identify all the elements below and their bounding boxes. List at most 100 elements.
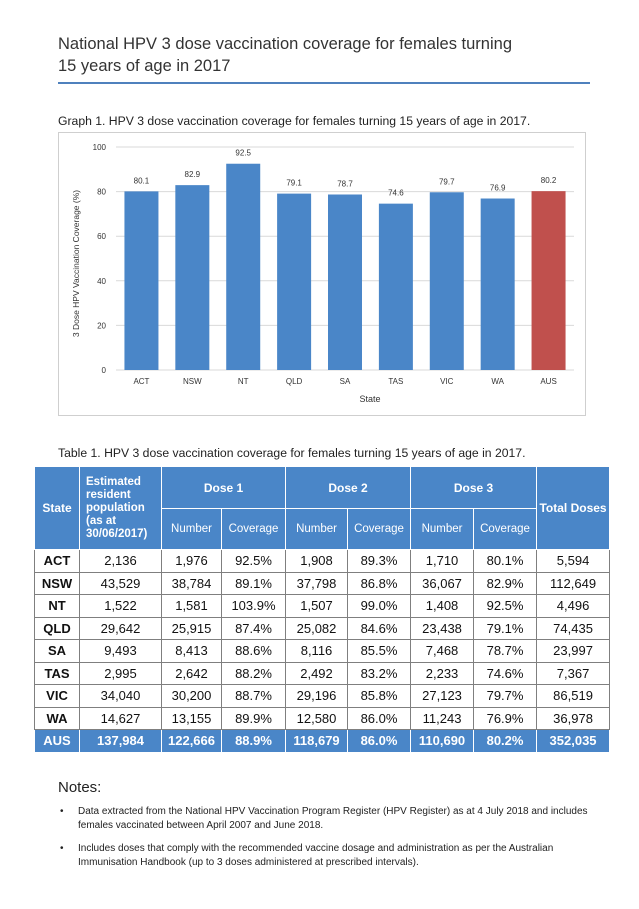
graph-caption: Graph 1. HPV 3 dose vaccination coverage…	[58, 114, 531, 128]
notes-list: • Data extracted from the National HPV V…	[58, 805, 598, 879]
cell-dose2-number: 1,507	[285, 594, 349, 618]
bullet-icon: •	[60, 843, 64, 854]
header-state: State	[34, 466, 80, 550]
cell-dose2-number: 12,580	[285, 706, 349, 730]
x-tick-label: ACT	[133, 377, 149, 386]
data-label: 92.5	[235, 149, 251, 158]
cell-total-doses: 4,496	[536, 594, 611, 618]
y-tick-label: 60	[97, 232, 106, 241]
cell-dose1-coverage: 89.1%	[220, 571, 287, 595]
cell-dose3-coverage: 76.9%	[473, 706, 538, 730]
cell-dose2-coverage: 89.3%	[347, 549, 412, 573]
cell-dose3-number: 7,468	[410, 639, 475, 663]
cell-state: NT	[34, 594, 80, 618]
page-title-line-2: 15 years of age in 2017	[58, 57, 231, 75]
cell-dose2-coverage: 86.0%	[347, 729, 412, 753]
cell-dose2-number: 29,196	[285, 684, 349, 708]
cell-dose2-coverage: 85.8%	[347, 684, 412, 708]
y-tick-label: 0	[102, 366, 107, 375]
cell-dose3-number: 36,067	[410, 571, 475, 595]
cell-state: ACT	[34, 549, 80, 573]
cell-dose3-number: 23,438	[410, 616, 475, 640]
cell-dose3-coverage: 80.1%	[473, 549, 538, 573]
cell-population: 14,627	[79, 706, 162, 730]
cell-state: TAS	[34, 661, 80, 685]
bullet-icon: •	[60, 806, 64, 817]
cell-dose2-coverage: 86.8%	[347, 571, 412, 595]
table-caption: Table 1. HPV 3 dose vaccination coverage…	[58, 446, 526, 460]
table-row: NSW 43,529 38,784 89.1% 37,798 86.8% 36,…	[34, 571, 611, 595]
data-label: 82.9	[185, 170, 201, 179]
cell-dose1-number: 8,413	[161, 639, 222, 663]
table-row: ACT 2,136 1,976 92.5% 1,908 89.3% 1,710 …	[34, 549, 611, 573]
cell-dose1-number: 1,581	[161, 594, 222, 618]
note-item: • Data extracted from the National HPV V…	[58, 805, 598, 832]
cell-state: QLD	[34, 616, 80, 640]
cell-population: 34,040	[79, 684, 162, 708]
x-tick-label: WA	[491, 377, 504, 386]
cell-population: 137,984	[79, 729, 162, 753]
cell-dose3-coverage: 74.6%	[473, 661, 538, 685]
bar-nt	[226, 163, 261, 370]
cell-dose1-coverage: 88.2%	[220, 661, 287, 685]
header-dose-3-number: Number	[410, 508, 475, 550]
x-tick-label: NT	[238, 377, 249, 386]
cell-dose1-number: 30,200	[161, 684, 222, 708]
cell-state: WA	[34, 706, 80, 730]
cell-dose2-coverage: 99.0%	[347, 594, 412, 618]
bar-qld	[277, 193, 312, 370]
table-row: VIC 34,040 30,200 88.7% 29,196 85.8% 27,…	[34, 684, 611, 708]
bar-aus	[531, 191, 566, 370]
cell-population: 29,642	[79, 616, 162, 640]
cell-population: 43,529	[79, 571, 162, 595]
cell-dose1-number: 13,155	[161, 706, 222, 730]
x-tick-label: VIC	[440, 377, 454, 386]
header-dose-3-coverage: Coverage	[473, 508, 538, 550]
header-population-line: (as at	[86, 514, 117, 527]
cell-dose1-number: 2,642	[161, 661, 222, 685]
cell-population: 2,136	[79, 549, 162, 573]
cell-dose3-coverage: 80.2%	[473, 729, 538, 753]
coverage-chart-frame: 0 20 40 60 80 100 80.1 ACT 82.9 NSW 92.5 NT 79.1 QLD 7…	[58, 132, 586, 416]
cell-dose1-coverage: 89.9%	[220, 706, 287, 730]
cell-state: AUS	[34, 729, 80, 753]
bar-wa	[480, 198, 515, 370]
data-label: 80.2	[541, 176, 557, 185]
bar-vic	[429, 192, 464, 370]
cell-total-doses: 74,435	[536, 616, 611, 640]
cell-dose1-number: 38,784	[161, 571, 222, 595]
x-tick-label: SA	[340, 377, 351, 386]
y-tick-label: 80	[97, 188, 106, 197]
cell-total-doses: 5,594	[536, 549, 611, 573]
cell-dose1-coverage: 88.7%	[220, 684, 287, 708]
coverage-table: State Estimated resident population (as …	[34, 466, 611, 753]
data-label: 78.7	[337, 179, 353, 188]
header-population-line: population	[86, 501, 145, 514]
cell-dose2-coverage: 84.6%	[347, 616, 412, 640]
y-tick-label: 100	[93, 143, 107, 152]
cell-dose2-number: 118,679	[285, 729, 349, 753]
note-item: • Includes doses that comply with the re…	[58, 842, 598, 869]
page-title-line-1: National HPV 3 dose vaccination coverage…	[58, 35, 512, 53]
cell-dose2-coverage: 83.2%	[347, 661, 412, 685]
cell-dose3-number: 2,233	[410, 661, 475, 685]
y-axis-title: 3 Dose HPV Vaccination Coverage (%)	[71, 190, 81, 337]
cell-dose3-coverage: 79.7%	[473, 684, 538, 708]
y-tick-label: 20	[97, 321, 106, 330]
header-dose-2: Dose 2	[285, 466, 412, 509]
cell-dose1-coverage: 87.4%	[220, 616, 287, 640]
header-dose-1-number: Number	[161, 508, 222, 550]
cell-total-doses: 112,649	[536, 571, 611, 595]
y-tick-label: 40	[97, 277, 106, 286]
notes-title: Notes:	[58, 779, 102, 796]
cell-dose3-number: 1,710	[410, 549, 475, 573]
table-row: SA 9,493 8,413 88.6% 8,116 85.5% 7,468 7…	[34, 639, 611, 663]
header-total-doses: Total Doses	[536, 466, 611, 550]
cell-dose1-number: 1,976	[161, 549, 222, 573]
cell-dose1-coverage: 88.9%	[220, 729, 287, 753]
cell-total-doses: 36,978	[536, 706, 611, 730]
header-dose-2-coverage: Coverage	[347, 508, 412, 550]
title-divider	[58, 82, 590, 84]
table-row: NT 1,522 1,581 103.9% 1,507 99.0% 1,408 …	[34, 594, 611, 618]
bar-nsw	[175, 185, 210, 370]
